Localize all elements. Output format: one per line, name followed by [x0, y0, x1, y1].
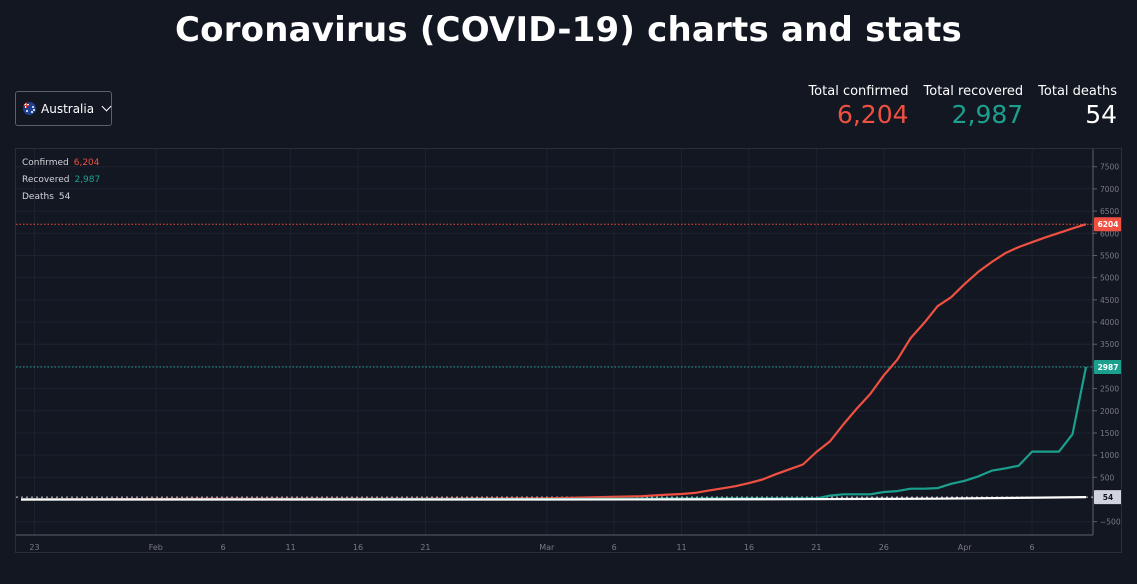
x-tick-label: 11: [286, 543, 296, 552]
legend-name-deaths: Deaths: [22, 192, 54, 202]
stat-confirmed: Total confirmed 6,204: [808, 84, 908, 129]
legend-value-confirmed: 6,204: [73, 158, 100, 168]
chart-panel[interactable]: 23 Feb 6 11 16 21 Mar 6 11 16 21 26 Apr 6 −500 500 1000 1…: [15, 148, 1122, 553]
axis-value-badge-deaths: [1094, 490, 1121, 505]
stat-confirmed-value: 6,204: [836, 100, 909, 129]
legend-item-recovered: Recovered 2,987: [22, 172, 100, 189]
y-tick-label: 7000: [1100, 185, 1119, 194]
axis-value-label-deaths: 54: [1103, 493, 1113, 502]
x-tick-label: 16: [353, 543, 363, 552]
axis-value-badge-recovered: [1094, 359, 1121, 374]
stat-deaths-label: Total deaths: [1038, 84, 1117, 99]
y-tick-label: 1500: [1100, 429, 1119, 438]
stat-recovered-value: 2,987: [951, 100, 1024, 129]
x-tick-label: 21: [420, 543, 430, 552]
stats-summary: Total confirmed 6,204 Total recovered 2,…: [793, 84, 1117, 129]
legend-value-recovered: 2,987: [74, 175, 101, 185]
stat-recovered: Total recovered 2,987: [924, 84, 1024, 129]
line-chart[interactable]: 23 Feb 6 11 16 21 Mar 6 11 16 21 26 Apr 6 −500 500 1000 1…: [16, 149, 1121, 552]
legend-name-recovered: Recovered: [22, 175, 70, 185]
y-tick-label: −500: [1100, 518, 1121, 527]
legend-name-confirmed: Confirmed: [22, 158, 69, 168]
series-line-recovered: [20, 366, 1088, 501]
x-tick-label: 26: [879, 543, 889, 552]
y-tick-label: 3500: [1100, 340, 1119, 349]
x-tick-label: 16: [744, 543, 754, 552]
y-tick-label: 6500: [1100, 207, 1119, 216]
axis-value-label-recovered: 2987: [1098, 363, 1119, 372]
country-select[interactable]: Australia: [15, 91, 112, 126]
series-line-deaths: [21, 496, 1087, 501]
axis-value-badge-confirmed: [1094, 217, 1121, 232]
y-tick-label: 500: [1100, 473, 1115, 482]
y-tick-label: 5000: [1100, 274, 1119, 283]
y-tick-label: 1000: [1100, 451, 1119, 460]
page-title: Coronavirus (COVID-19) charts and stats: [175, 10, 962, 50]
country-select-value: Australia: [41, 101, 95, 116]
x-tick-label: 6: [1030, 543, 1035, 552]
x-tick-label: 23: [29, 543, 39, 552]
stat-recovered-label: Total recovered: [923, 84, 1024, 99]
x-tick-label: 6: [612, 543, 617, 552]
y-tick-label: 4000: [1100, 318, 1119, 327]
legend-value-deaths: 54: [58, 192, 71, 202]
legend-item-confirmed: Confirmed 6,204: [22, 155, 100, 172]
x-tick-label: Mar: [539, 543, 555, 552]
stat-deaths-value: 54: [1085, 100, 1117, 129]
stat-deaths: Total deaths 54: [1038, 84, 1117, 129]
x-tick-label: 21: [811, 543, 821, 552]
x-tick-label: 11: [676, 543, 686, 552]
australia-flag-icon: [23, 102, 36, 115]
axis-value-label-confirmed: 6204: [1098, 220, 1119, 229]
y-tick-label: 5500: [1100, 251, 1119, 260]
series-line-confirmed: [20, 223, 1087, 501]
chevron-down-icon: [101, 101, 112, 112]
x-tick-label: Feb: [149, 543, 163, 552]
stat-confirmed-label: Total confirmed: [808, 84, 909, 99]
legend-item-deaths: Deaths 54: [22, 189, 100, 206]
y-tick-label: 2000: [1100, 407, 1119, 416]
y-tick-label: 4500: [1100, 296, 1119, 305]
y-tick-label: 2500: [1100, 385, 1119, 394]
chart-legend: Confirmed 6,204 Recovered 2,987 Deaths 54: [22, 155, 100, 206]
y-tick-label: 6000: [1100, 229, 1119, 238]
x-tick-label: 6: [221, 543, 226, 552]
x-tick-label: Apr: [958, 543, 973, 552]
y-tick-label: 7500: [1100, 163, 1119, 172]
